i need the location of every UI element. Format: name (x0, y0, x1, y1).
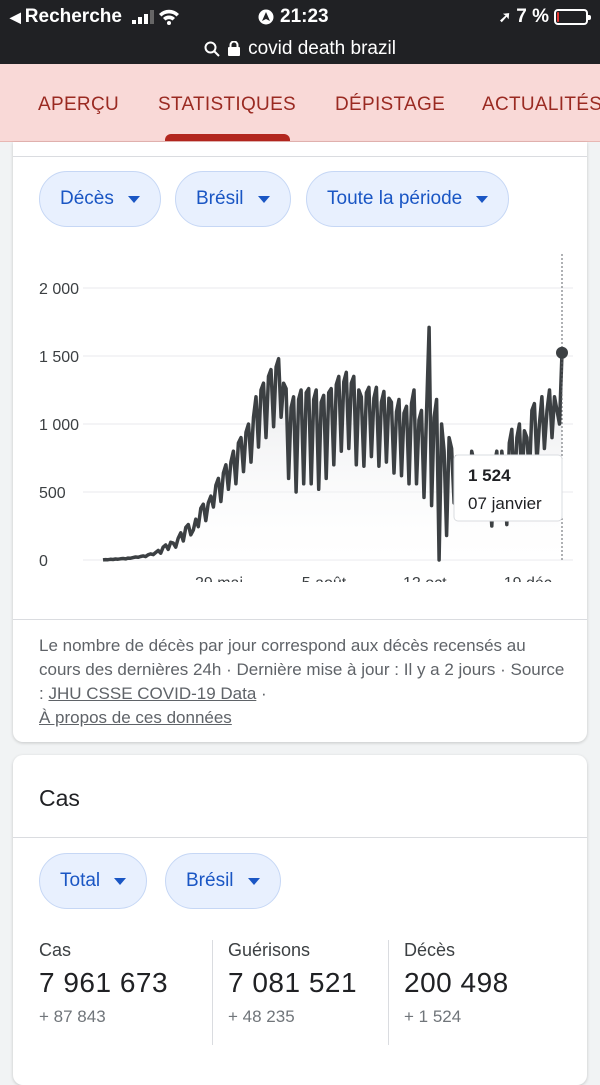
chevron-down-icon (476, 195, 489, 203)
stat-separator (388, 940, 389, 1045)
period-dropdown-label: Toute la période (327, 188, 463, 209)
location-a-icon (258, 9, 274, 25)
about-data-link[interactable]: À propos de ces données (39, 708, 232, 727)
back-to-app[interactable]: ◀ Recherche (10, 6, 180, 28)
cases-title-divider (13, 837, 587, 838)
cases-card-title: Cas (39, 785, 80, 811)
tab-depistage[interactable]: DÉPISTAGE (335, 94, 446, 115)
chevron-down-icon (247, 877, 260, 885)
source-link[interactable]: JHU CSSE COVID-19 Data (48, 684, 257, 703)
metric-dropdown[interactable]: Décès (39, 171, 161, 227)
stat-delta: + 1 524 (404, 1007, 462, 1026)
x-tick-label: 29 mai (195, 575, 243, 582)
note-text: Le nombre de décès par jour correspond a… (39, 636, 565, 703)
stat-separator (212, 940, 213, 1045)
region-dropdown-label: Brésil (196, 188, 244, 209)
x-tick-label: 12 oct. (403, 575, 451, 582)
battery-fill (557, 12, 559, 22)
lock-icon (228, 41, 241, 56)
search-icon (204, 41, 220, 57)
y-tick-label: 2 000 (39, 281, 79, 298)
stat-value: 200 498 (404, 967, 509, 998)
battery-percent: 7 % (516, 6, 549, 27)
y-tick-label: 1 000 (39, 417, 79, 434)
x-tick-label: 5 août (302, 575, 347, 582)
card-top-divider (13, 156, 587, 157)
stat-label: Guérisons (228, 940, 311, 960)
wifi-icon (158, 9, 179, 25)
tab-actualites[interactable]: ACTUALITÉS (482, 94, 600, 115)
chevron-down-icon (127, 195, 140, 203)
x-tick-label: 19 déc. (504, 575, 556, 582)
stat-value: 7 961 673 (39, 967, 169, 998)
stat-cases: Cas 7 961 673 + 87 843 (39, 940, 168, 1027)
stat-label: Cas (39, 940, 72, 960)
url-bar[interactable]: covid death brazil (0, 33, 600, 64)
cases-card: Cas Total Brésil Cas 7 961 673 + 87 843 … (13, 755, 587, 1085)
back-arrow-icon: ◀ (10, 8, 21, 25)
tab-apercu[interactable]: APERÇU (38, 94, 119, 115)
back-label: Recherche (24, 6, 122, 27)
data-note: Le nombre de décès par jour correspond a… (39, 636, 565, 727)
y-tick-label: 1 500 (39, 349, 79, 366)
mode-dropdown-label: Total (60, 870, 101, 891)
clock: 21:23 (280, 6, 329, 27)
metric-dropdown-label: Décès (60, 188, 114, 209)
region-dropdown[interactable]: Brésil (175, 171, 291, 227)
tab-statistiques[interactable]: STATISTIQUES (158, 94, 297, 115)
search-query: covid death brazil (248, 37, 396, 59)
tooltip: 1 524 07 janvier (453, 454, 563, 522)
cases-region-dropdown[interactable]: Brésil (165, 853, 281, 909)
active-tab-indicator (165, 134, 290, 141)
deaths-chart[interactable]: 0 500 1 000 1 500 2 000 29 mai 5 août 12 oct. 1… (13, 242, 587, 582)
deaths-card: Décès Brésil Toute la période 0 500 1 000 1… (13, 142, 587, 742)
stat-recoveries: Guérisons 7 081 521 + 48 235 (228, 940, 357, 1027)
y-tick-label: 0 (39, 553, 48, 570)
mode-dropdown[interactable]: Total (39, 853, 148, 909)
hover-point (556, 346, 568, 359)
tab-bar: APERÇU STATISTIQUES DÉPISTAGE ACTUALITÉS (0, 64, 600, 142)
stat-delta: + 48 235 (228, 1007, 295, 1026)
stat-deaths: Décès 200 498 + 1 524 (404, 940, 509, 1027)
tooltip-date: 07 janvier (468, 494, 542, 513)
y-tick-label: 500 (39, 485, 66, 502)
status-bar: ◀ Recherche 21:23 ➚ 7 % (0, 0, 600, 33)
stat-value: 7 081 521 (228, 967, 358, 998)
location-arrow-icon: ➚ (498, 9, 512, 26)
chevron-down-icon (257, 195, 270, 203)
signal-icon (131, 10, 154, 24)
battery-icon (554, 9, 591, 25)
period-dropdown[interactable]: Toute la période (306, 171, 510, 227)
stat-delta: + 87 843 (39, 1007, 106, 1026)
chevron-down-icon (114, 877, 127, 885)
cases-region-dropdown-label: Brésil (186, 870, 234, 891)
stat-label: Décès (404, 940, 456, 960)
tooltip-value: 1 524 (468, 466, 511, 485)
chart-note-divider (13, 619, 587, 620)
